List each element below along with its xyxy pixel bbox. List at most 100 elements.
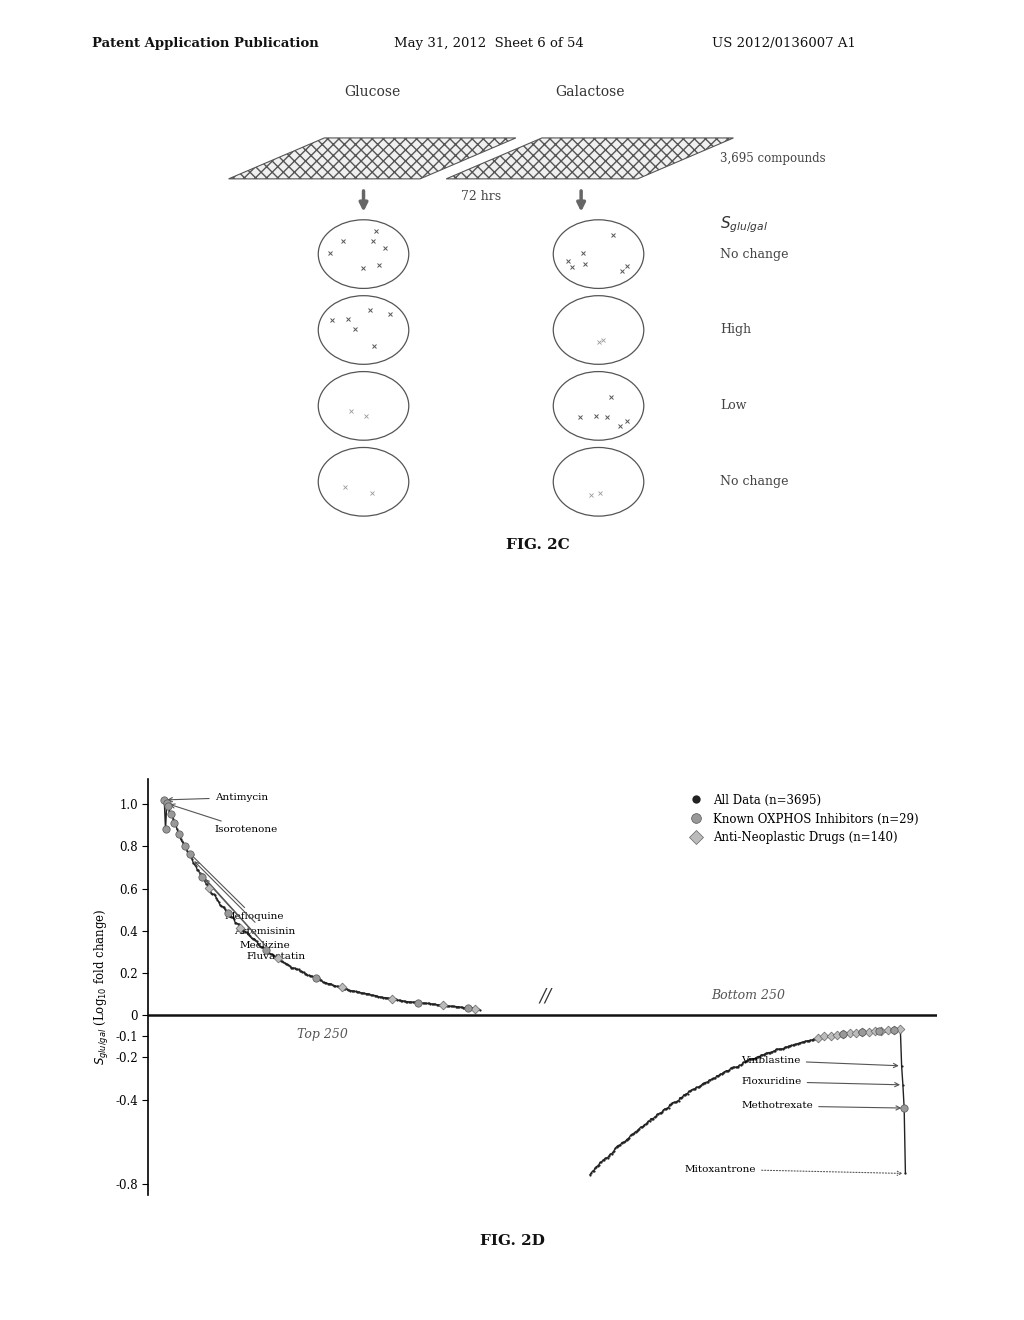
Point [751,1045,767,1067]
Point [223,906,240,927]
Point [329,975,345,997]
Point [350,981,367,1002]
Point [156,789,172,810]
Point [628,1121,644,1142]
Point [292,960,308,981]
Point [313,970,330,991]
Point [335,978,351,999]
Point [697,1072,714,1093]
Point [848,1022,864,1043]
Point [650,1104,667,1125]
Point [785,1034,802,1055]
Point [692,1076,709,1097]
Point [657,1098,674,1119]
Point [186,854,203,875]
Point [259,940,275,961]
Point [382,987,398,1008]
Point [890,1019,906,1040]
Point [284,957,300,978]
Point [195,866,211,887]
Point [339,978,355,999]
Point [667,1092,683,1113]
Point [601,1146,617,1167]
Point [336,978,352,999]
Point [660,1097,677,1118]
Point [177,836,194,857]
Point [334,977,350,998]
Point [844,1023,860,1044]
Point [694,1073,711,1094]
Point [238,921,254,942]
Point [668,1092,684,1113]
Point [377,987,393,1008]
Point [652,1102,669,1123]
Point [635,1115,651,1137]
Point [455,997,471,1018]
Point [161,800,177,821]
Point [604,1142,621,1163]
Point [460,997,476,1018]
Point [370,986,386,1007]
Point [838,1023,854,1044]
Point [219,903,236,924]
Point [439,995,456,1016]
Point [674,1086,690,1107]
Point [852,1022,868,1043]
Point [677,1084,693,1105]
Point [867,1020,884,1041]
Point [837,1023,853,1044]
Point [257,940,273,961]
Point [385,989,401,1010]
Point [203,883,219,904]
Point [189,859,206,880]
Point [754,1044,770,1065]
Point [367,985,383,1006]
Point [880,1020,896,1041]
Point [391,990,408,1011]
Point [631,1118,647,1139]
Point [860,1020,877,1041]
Point [466,998,482,1019]
Point [842,1023,858,1044]
Point [441,995,458,1016]
Point [860,1020,877,1041]
Point [264,944,281,965]
Point [404,991,421,1012]
Point [795,1032,811,1053]
Point [180,842,197,863]
Point [471,999,487,1020]
Point [310,968,327,989]
Point [630,1119,646,1140]
Point [881,1020,897,1041]
Point [245,928,261,949]
Point [294,961,310,982]
Point [422,993,438,1014]
Point [583,1163,599,1184]
Point [646,1106,663,1127]
Point [810,1028,826,1049]
Point [836,1023,852,1044]
Point [715,1063,731,1084]
Point [372,986,388,1007]
Point [181,843,198,865]
Point [209,890,225,911]
Point [845,1022,861,1043]
Point [459,997,475,1018]
Point [706,1068,722,1089]
Point [720,1060,736,1081]
Point [735,1052,752,1073]
Point [201,878,217,899]
Point [625,1123,641,1144]
Point [266,945,283,966]
Point [302,965,318,986]
Point [779,1036,796,1057]
Point [159,793,175,814]
Point [854,1022,870,1043]
Point [308,968,325,989]
Point [158,818,174,840]
Point [825,1024,842,1045]
Point [598,1147,614,1168]
Point [612,1134,629,1155]
Text: $\mathit{S}_{glu/gal}$: $\mathit{S}_{glu/gal}$ [721,214,768,235]
Point [639,1113,655,1134]
